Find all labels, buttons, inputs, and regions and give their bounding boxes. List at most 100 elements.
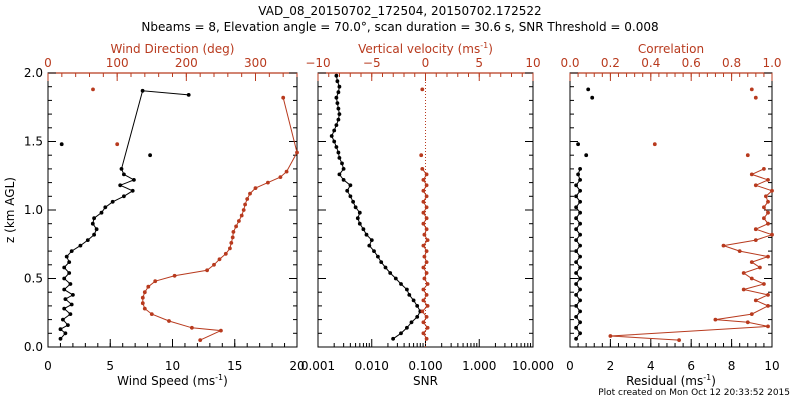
data-point [713,317,718,322]
data-point [217,257,222,262]
data-point [578,254,582,259]
data-point [69,302,74,307]
data-point [336,150,341,155]
series-line-3-3 [610,168,774,341]
data-point [652,142,657,147]
data-point [578,309,582,314]
data-point [677,338,681,342]
data-point [578,331,582,336]
data-point [99,210,104,215]
data-point [341,178,346,182]
data-point [424,336,429,341]
data-point [335,79,340,84]
data-point [94,227,99,232]
data-point [770,232,774,237]
data-point [766,254,770,259]
bottom-axis-label: Residual (ms-1) [626,373,716,388]
top-tick-label: 200 [175,56,198,70]
data-point [388,271,393,275]
data-point [348,194,353,199]
plot-created-footer: Plot created on Mon Oct 12 20:33:52 2015 [598,388,790,398]
data-point [766,221,770,226]
data-point [62,287,67,292]
data-point [578,243,582,248]
top-tick-label: 0.8 [722,56,741,70]
top-tick-label: 0.6 [682,56,701,70]
data-point [753,227,758,232]
data-point [248,191,252,196]
data-point [574,271,578,275]
data-point [425,325,430,330]
data-point [379,260,384,264]
data-point [91,87,95,92]
data-point [340,161,344,166]
data-point [67,260,72,264]
data-point [741,287,746,292]
data-point [766,210,770,215]
bottom-tick-label: 0.100 [408,359,442,373]
series-line-1-3 [142,97,298,341]
data-point [336,106,341,111]
data-point [119,167,124,171]
data-point [424,315,429,319]
data-point [234,224,239,229]
data-point [578,298,582,303]
data-point [421,178,426,182]
ytick-label: 0.0 [24,340,43,354]
bottom-tick-label: 4 [647,359,655,373]
ytick-label: 1.0 [24,203,43,217]
data-point [237,219,241,223]
data-point [219,328,223,333]
data-point [372,249,376,254]
top-tick-label: 5 [475,56,483,70]
data-point [62,306,67,311]
bottom-tick-label: 0 [566,359,574,373]
bottom-tick-label: 15 [227,359,242,373]
data-point [578,221,582,226]
data-point [348,183,353,188]
data-point [584,153,589,158]
bottom-tick-label: 2 [607,359,615,373]
data-point [586,87,591,92]
data-point [167,319,171,323]
top-tick-label: 0 [422,56,430,70]
data-point [69,249,74,254]
data-point [186,93,191,97]
data-point [364,232,369,237]
data-point [424,293,429,297]
data-point [115,142,120,147]
data-point [422,254,427,259]
data-point [230,235,235,240]
data-point [574,293,578,297]
data-point [753,298,758,303]
data-point [351,199,355,204]
data-point [122,194,126,199]
data-point [245,197,250,201]
top-tick-label: 1.0 [762,56,781,70]
data-point [369,238,374,243]
top-tick-label: −5 [363,56,381,70]
data-point [590,95,595,100]
data-point [766,199,770,204]
data-point [574,183,578,188]
data-point [337,112,342,116]
data-point [198,338,203,342]
data-point [424,227,429,232]
top-tick-label: 0.2 [601,56,620,70]
bottom-tick-label: 8 [728,359,736,373]
data-point [253,186,258,191]
data-point [335,101,340,105]
data-point [357,210,362,215]
data-point [146,284,151,289]
data-point [140,88,145,93]
data-point [68,312,73,316]
ytick-label: 0.5 [24,272,43,286]
data-point [295,150,299,155]
series-line-2-2 [421,168,429,340]
data-point [424,194,429,199]
data-point [118,183,123,188]
data-point [58,327,63,332]
data-point [574,304,578,308]
data-point [424,260,429,264]
